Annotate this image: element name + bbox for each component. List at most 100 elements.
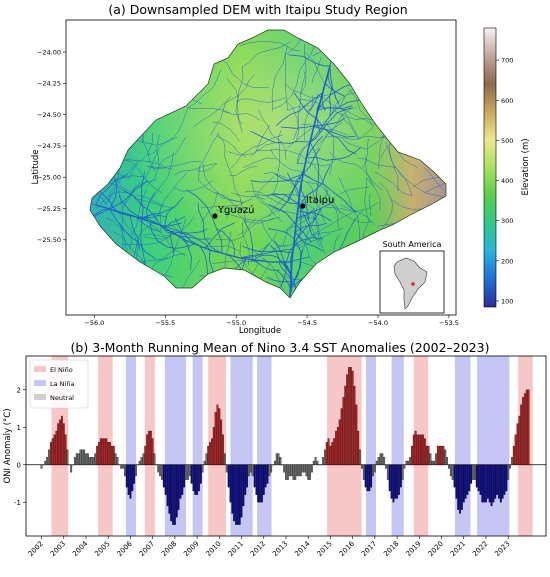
la-nina-bar [198, 465, 200, 491]
la-nina-bar [396, 465, 398, 499]
el-nino-bar [211, 439, 213, 465]
neutral-bar [309, 465, 311, 480]
neutral-bar [317, 461, 319, 465]
la-nina-bar [130, 465, 132, 499]
neutral-bar [444, 450, 446, 465]
la-nina-bar [365, 465, 367, 488]
la-nina-bar [239, 465, 241, 525]
neutral-bar [432, 461, 434, 465]
el-nino-bar [443, 446, 445, 465]
la-nina-band [257, 356, 271, 536]
colorbar-label: Elevation (m) [521, 138, 531, 195]
neutral-bar [450, 465, 452, 476]
oni-y-tick-label: 2 [17, 386, 21, 394]
la-nina-bar [257, 465, 259, 503]
el-nino-bar [57, 424, 59, 465]
la-nina-bar [261, 465, 263, 503]
la-nina-bar [506, 465, 508, 491]
la-nina-bar [465, 465, 467, 499]
el-nino-bar [104, 439, 106, 465]
el-nino-bar [56, 431, 58, 465]
el-nino-bar [215, 412, 217, 465]
la-nina-bar [244, 465, 246, 495]
oni-x-tick-label: 2020 [427, 540, 445, 558]
el-nino-bar [50, 442, 52, 465]
el-nino-bar [335, 431, 337, 465]
el-nino-bar [209, 442, 211, 465]
la-nina-bar [174, 465, 176, 525]
colorbar-tick-label: 400 [501, 177, 513, 185]
legend-label-la-nina: La Niña [50, 380, 74, 388]
el-nino-bar [354, 386, 356, 465]
neutral-bar [509, 465, 511, 469]
neutral-bar [363, 465, 365, 480]
la-nina-bar [126, 465, 128, 488]
el-nino-bar [111, 446, 113, 465]
el-nino-bar [519, 416, 521, 465]
la-nina-bar [394, 465, 396, 499]
la-nina-bar [128, 465, 130, 495]
oni-x-tick-label: 2010 [204, 540, 222, 558]
el-nino-bar [107, 442, 109, 465]
neutral-bar [87, 454, 89, 465]
neutral-bar [311, 465, 313, 473]
el-nino-bar [96, 446, 98, 465]
neutral-bar [378, 457, 380, 465]
el-nino-bar [515, 435, 517, 465]
neutral-bar [507, 465, 509, 480]
el-nino-bar [339, 420, 341, 465]
oni-y-tick-label: -1 [14, 499, 21, 507]
la-nina-bar [470, 465, 472, 484]
neutral-bar [298, 465, 300, 476]
neutral-bar [82, 450, 84, 465]
la-nina-bar [483, 465, 485, 503]
la-nina-bar [191, 465, 193, 484]
neutral-bar [85, 454, 87, 465]
location-label: Itaipu [306, 195, 334, 206]
neutral-bar [270, 465, 272, 473]
oni-x-tick-label: 2011 [227, 540, 245, 558]
la-nina-bar [265, 465, 267, 488]
neutral-bar [383, 457, 385, 465]
neutral-bar [300, 465, 302, 476]
neutral-bar [78, 454, 80, 465]
neutral-bar [48, 450, 50, 465]
neutral-bar [80, 450, 82, 465]
dem-x-tick-label: −54.5 [297, 319, 317, 327]
la-nina-bar [259, 465, 261, 503]
neutral-bar [374, 465, 376, 473]
neutral-bar [387, 465, 389, 480]
legend-label-neutral: Neutral [50, 394, 74, 402]
la-nina-bar [169, 465, 171, 514]
el-nino-bar [517, 424, 519, 465]
neutral-bar [248, 465, 250, 476]
location-label: Yguazú [217, 204, 255, 216]
neutral-bar [385, 465, 387, 469]
neutral-bar [76, 454, 78, 465]
la-nina-band [366, 356, 376, 536]
la-nina-bar [176, 465, 178, 518]
south-america-inset: South America [380, 240, 444, 313]
oni-x-tick-label: 2003 [49, 540, 67, 558]
el-nino-bar [524, 394, 526, 465]
la-nina-bar [400, 465, 402, 488]
neutral-bar [44, 461, 46, 465]
neutral-bar [120, 465, 122, 469]
neutral-bar [407, 461, 409, 465]
la-nina-bar [241, 465, 243, 518]
el-nino-bar [411, 446, 413, 465]
la-nina-bar [393, 465, 395, 503]
dem-y-tick-label: −24.75 [37, 142, 61, 150]
colorbar-bar [484, 28, 496, 307]
neutral-bar [143, 454, 145, 465]
dem-y-tick-label: −24.25 [37, 80, 61, 88]
el-nino-bar [102, 439, 104, 465]
el-nino-bar [330, 446, 332, 465]
colorbar-tick-label: 600 [501, 97, 513, 105]
neutral-bar [430, 454, 432, 465]
la-nina-bar [389, 465, 391, 491]
neutral-bar [285, 465, 287, 480]
el-nino-bar [332, 442, 334, 465]
